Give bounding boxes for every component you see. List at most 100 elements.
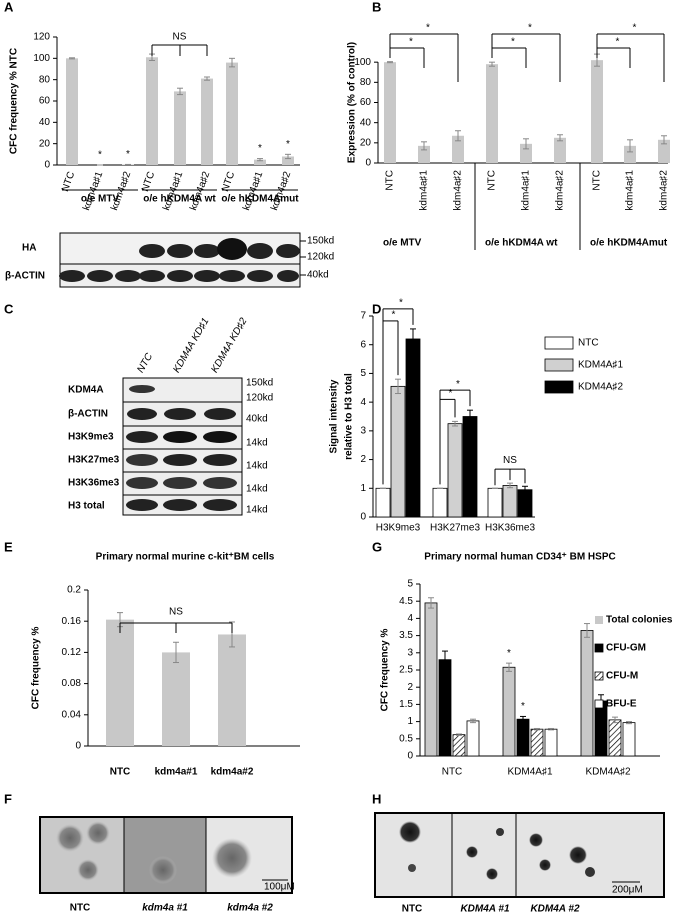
significance: * — [258, 143, 262, 154]
kd-label: 120kd — [307, 252, 334, 263]
error-bar — [612, 716, 618, 724]
x-tick-label: NTC — [385, 170, 396, 191]
y-tick-label: 80 — [360, 77, 372, 88]
error-bar — [285, 153, 291, 160]
legend-swatch — [544, 358, 574, 372]
x-tick-label: kdm4a#2 — [211, 767, 254, 778]
error-bar — [489, 61, 495, 67]
significance: * — [616, 37, 620, 48]
scale-label: 100μM — [264, 882, 295, 893]
bar — [608, 719, 622, 757]
y-tick-label: 60 — [360, 97, 372, 108]
kd-label: 14kd — [246, 505, 268, 516]
bar — [530, 728, 544, 757]
y-tick-label: 3 — [407, 647, 413, 658]
x-tick-label: H3K9me3 — [376, 523, 421, 534]
y-tick-label: 1.5 — [399, 699, 413, 710]
y-tick-label: 0 — [360, 512, 366, 523]
significance: * — [521, 701, 525, 712]
bar — [462, 416, 478, 518]
y-tick-label: 40 — [39, 117, 51, 128]
significance: * — [426, 23, 430, 34]
legend-swatch — [594, 643, 604, 653]
x-tick-label: kdm4a♯2 — [109, 170, 133, 212]
bar — [226, 62, 238, 165]
group-label: o/e hKDM4A wt — [143, 194, 216, 205]
y-tick-label: 3.5 — [399, 630, 413, 641]
bar — [201, 78, 213, 165]
error-bar — [456, 733, 462, 736]
bar — [591, 60, 603, 163]
error-bar — [421, 141, 427, 151]
image-label: KDM4A #1 — [460, 904, 510, 915]
x-tick-label: kdm4a♯2 — [555, 170, 566, 211]
bar — [487, 487, 503, 518]
bar — [486, 64, 498, 163]
bar — [502, 666, 516, 757]
error-bar — [507, 482, 513, 489]
panel-label: H — [372, 791, 381, 806]
bar — [254, 159, 266, 165]
panel-label: G — [372, 539, 382, 554]
error-bar — [627, 139, 633, 153]
y-tick-label: 6 — [360, 339, 366, 350]
y-tick-label: 2 — [360, 454, 366, 465]
y-tick-label: 2.5 — [399, 665, 413, 676]
significance: * — [456, 379, 460, 390]
x-tick-label: kdm4a♯2 — [269, 170, 293, 212]
error-bar — [229, 57, 235, 68]
image-f: 100μM NTC kdm4a #1 kdm4a #2 — [39, 816, 295, 914]
panel-label: C — [4, 301, 14, 316]
x-tick-label: NTC — [110, 767, 131, 778]
y-axis-label: Signal intensity — [329, 379, 340, 453]
y-tick-label: 0.04 — [62, 709, 82, 720]
error-bar — [534, 727, 540, 731]
significance: * — [507, 648, 511, 659]
bar — [174, 91, 186, 165]
x-tick-label: kdm4a#1 — [155, 767, 198, 778]
legend-swatch — [594, 671, 604, 681]
bar — [218, 634, 246, 746]
bar — [106, 619, 134, 746]
bar — [466, 720, 480, 757]
x-tick-label: kdm4a♯1 — [419, 170, 430, 211]
legend-label: Total colonies — [606, 615, 673, 626]
y-tick-label: 0 — [75, 741, 81, 752]
error-bar — [452, 420, 458, 427]
error-bar — [470, 718, 476, 724]
significance: * — [98, 150, 102, 161]
bar — [580, 630, 594, 757]
bar — [622, 722, 636, 757]
error-bar — [557, 134, 563, 142]
legend-label: BFU-E — [606, 699, 637, 710]
error-bar — [626, 721, 632, 725]
bar — [375, 487, 391, 518]
bar — [658, 139, 670, 163]
error-bar — [257, 158, 263, 162]
error-bar — [523, 138, 529, 150]
y-tick-label: 0 — [365, 158, 371, 169]
error-bar — [204, 76, 210, 81]
significance: * — [399, 298, 403, 309]
x-tick-label: H3K36me3 — [485, 523, 535, 534]
kd-label: 40kd — [307, 270, 329, 281]
blot-c: NTC KDM4A KD♯1 KDM4A KD♯2 KDM4A β-ACTIN … — [68, 316, 273, 516]
annotation: NS — [169, 607, 183, 618]
bar — [432, 487, 448, 518]
legend-label: CFU-GM — [606, 643, 646, 654]
y-tick-label: 0 — [407, 751, 413, 762]
bar — [384, 62, 396, 163]
x-tick-label: kdm4a♯1 — [521, 170, 532, 211]
bar — [447, 423, 463, 518]
panel-label: F — [4, 791, 12, 806]
y-tick-label: 60 — [39, 96, 51, 107]
y-tick-label: 100 — [354, 57, 371, 68]
bar — [452, 734, 466, 757]
x-tick-label: kdm4a♯2 — [453, 170, 464, 211]
y-tick-label: 0.08 — [62, 678, 82, 689]
error-bar — [428, 597, 434, 609]
kd-label: 150kd — [246, 378, 273, 389]
error-bar — [455, 130, 461, 142]
y-axis-label: CFC frequency % NTC — [9, 48, 20, 154]
group-label: o/e hKDM4Amut — [221, 194, 299, 205]
